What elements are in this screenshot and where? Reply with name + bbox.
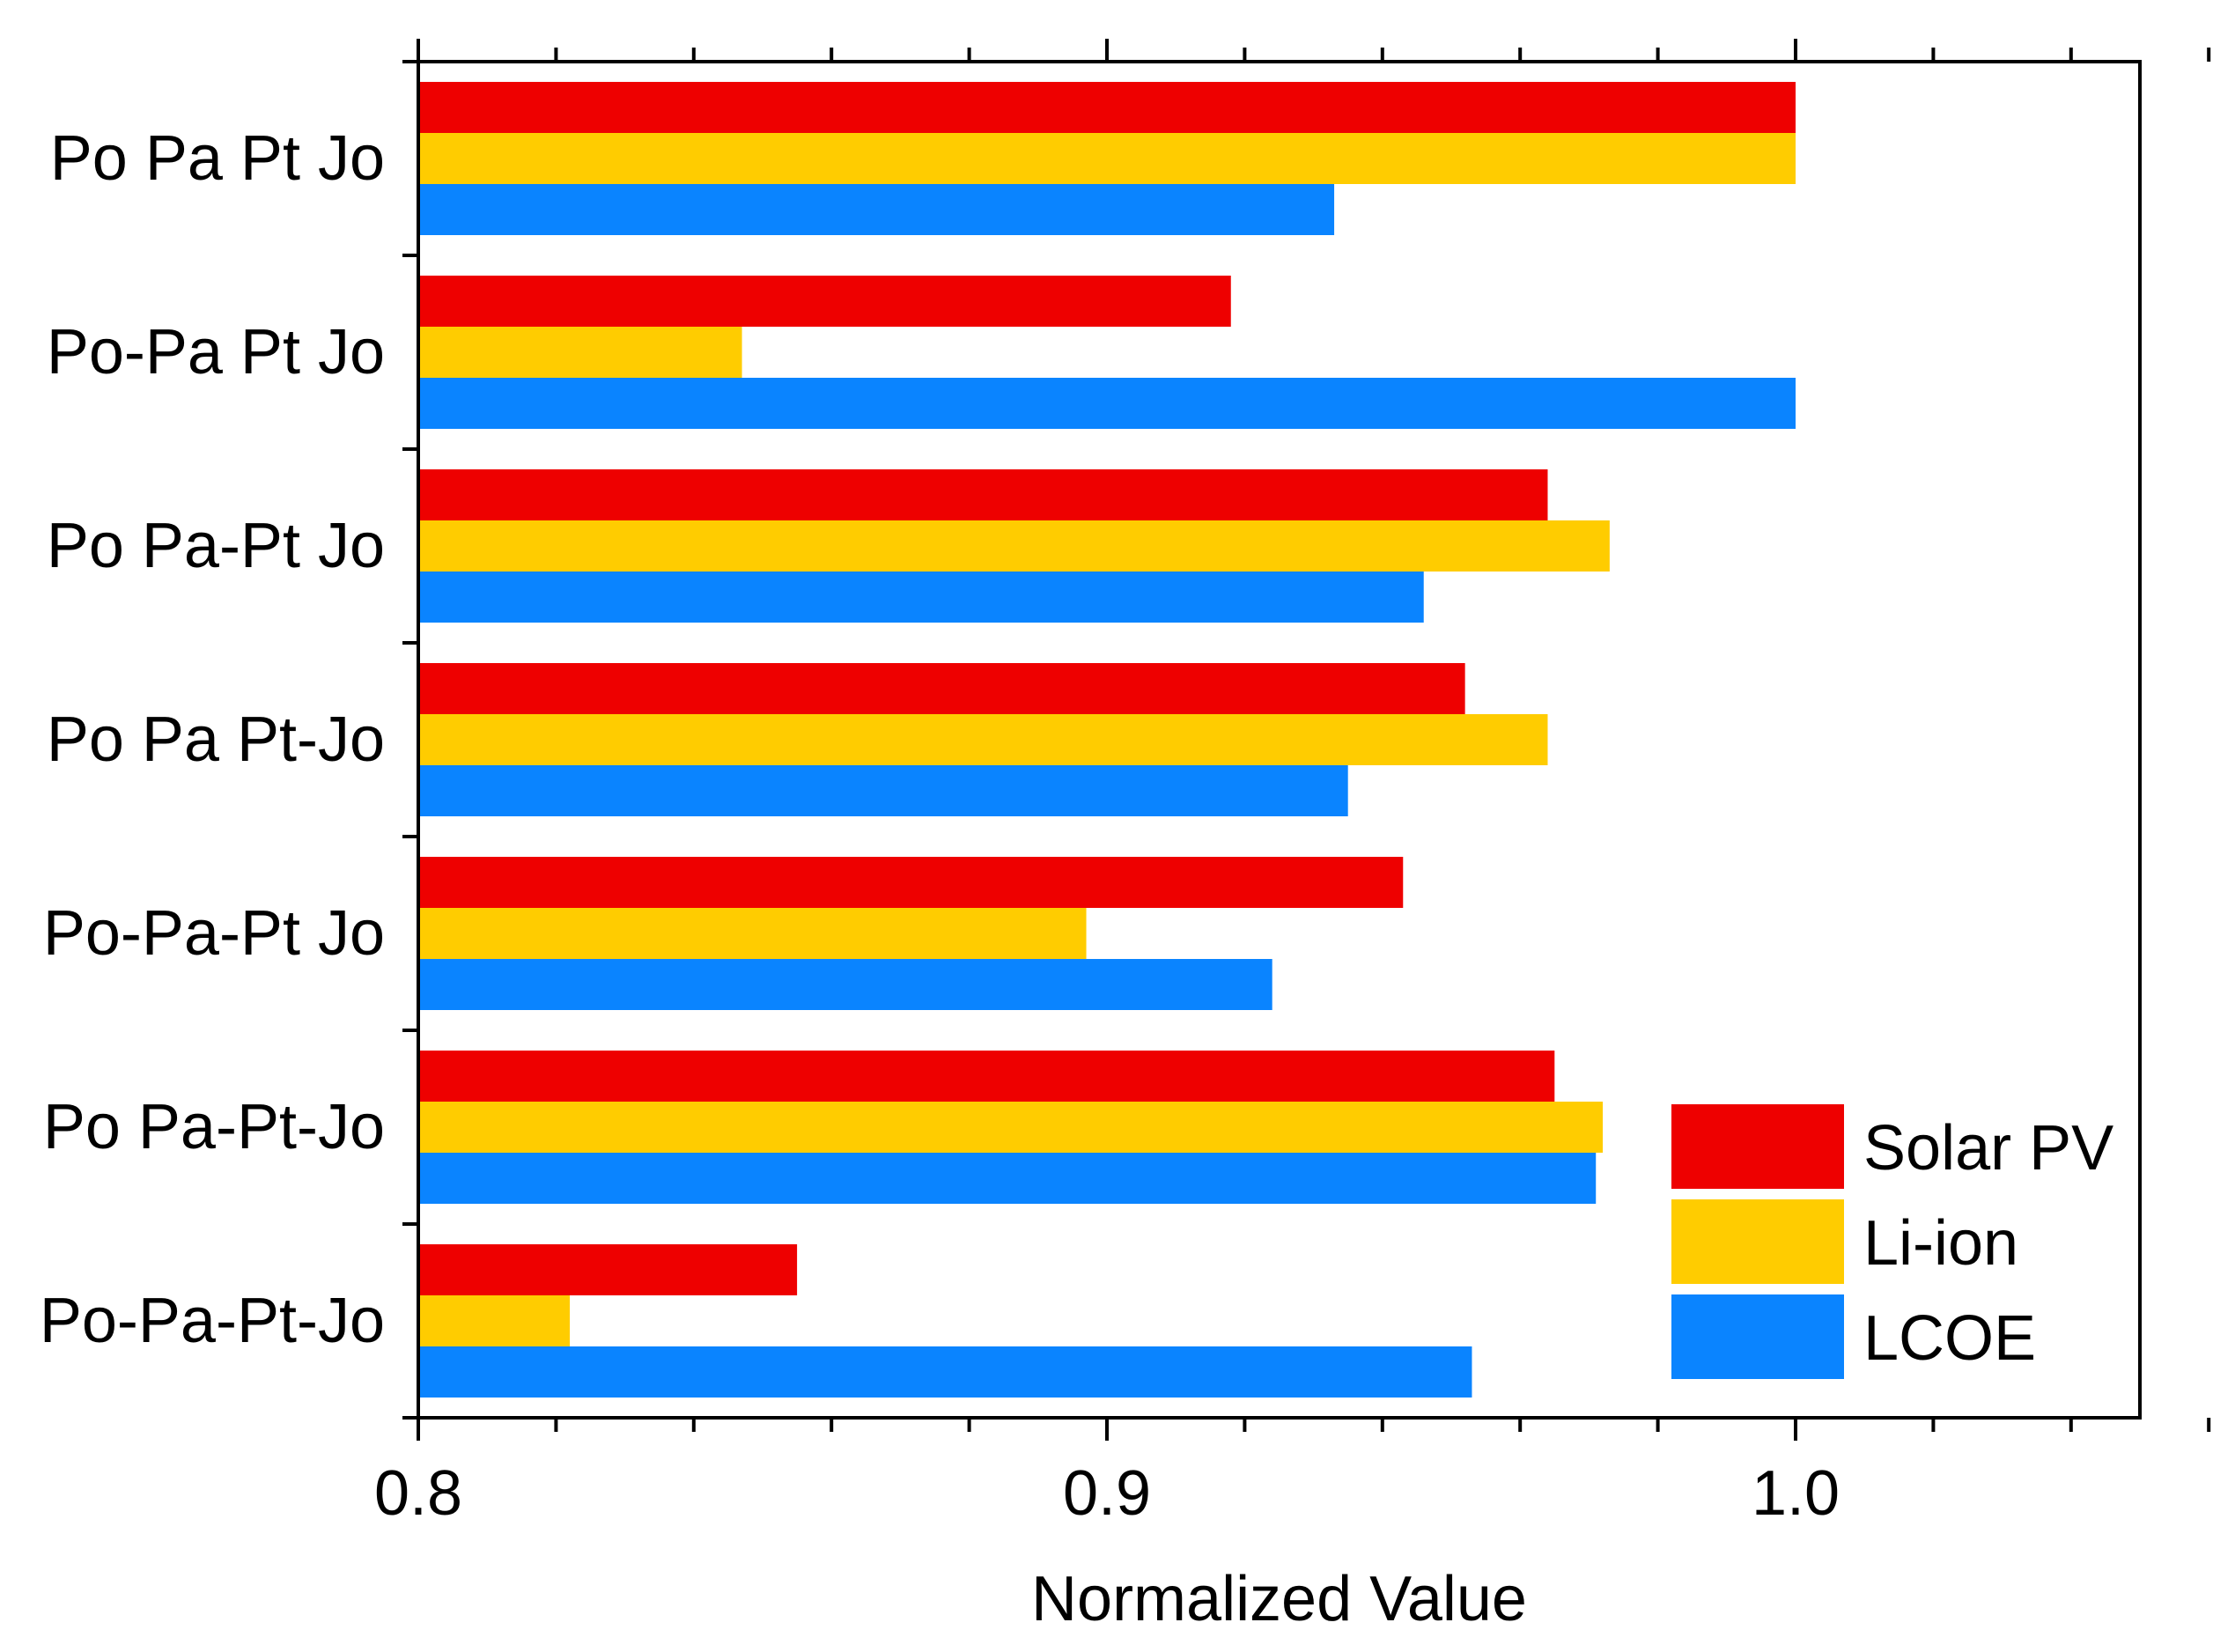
x-axis-ticks xyxy=(417,39,2211,1441)
bar-li-ion-6 xyxy=(418,1102,1604,1153)
legend-swatch xyxy=(1671,1199,1844,1284)
bars-layer xyxy=(418,82,1796,1398)
category-label: Po Pa Pt-Jo xyxy=(47,704,385,775)
bar-li-ion-7 xyxy=(418,1295,571,1346)
x-axis-tick-labels: 0.8 0.9 1.0 xyxy=(374,1458,1840,1529)
bar-li-ion-3 xyxy=(418,520,1610,572)
legend-label: Li-ion xyxy=(1863,1208,2018,1279)
bar-solar-pv-5 xyxy=(418,857,1404,908)
category-label: Po-Pa Pt Jo xyxy=(47,317,385,387)
legend: Solar PV Li-ion LCOE xyxy=(1671,1104,2113,1379)
category-label: Po-Pa-Pt-Jo xyxy=(40,1286,385,1356)
bar-li-ion-5 xyxy=(418,908,1087,959)
y-axis-category-labels: Po Pa Pt Jo Po-Pa Pt Jo Po Pa-Pt Jo Po Pa P… xyxy=(40,123,385,1356)
bar-solar-pv-3 xyxy=(418,469,1548,520)
bar-lcoe-3 xyxy=(418,572,1424,623)
bar-solar-pv-7 xyxy=(418,1244,798,1295)
bar-li-ion-2 xyxy=(418,327,742,378)
bar-solar-pv-6 xyxy=(418,1051,1555,1102)
bar-li-ion-4 xyxy=(418,714,1548,765)
bar-lcoe-1 xyxy=(418,184,1335,235)
x-tick-label: 0.9 xyxy=(1063,1458,1151,1529)
x-tick-label: 0.8 xyxy=(374,1458,462,1529)
bar-lcoe-7 xyxy=(418,1346,1472,1398)
legend-swatch xyxy=(1671,1294,1844,1379)
legend-label: Solar PV xyxy=(1863,1113,2113,1184)
category-label: Po Pa-Pt-Jo xyxy=(43,1092,385,1162)
bar-lcoe-4 xyxy=(418,765,1348,816)
category-label: Po-Pa-Pt Jo xyxy=(43,898,385,969)
bar-solar-pv-4 xyxy=(418,663,1465,714)
bar-solar-pv-2 xyxy=(418,276,1231,327)
bar-lcoe-2 xyxy=(418,378,1796,429)
legend-swatch xyxy=(1671,1104,1844,1189)
bar-li-ion-1 xyxy=(418,133,1796,184)
plot-frame xyxy=(417,60,2142,1420)
category-label: Po Pa-Pt Jo xyxy=(47,511,385,581)
category-label: Po Pa Pt Jo xyxy=(50,123,385,194)
legend-label: LCOE xyxy=(1863,1303,2036,1374)
y-axis-ticks xyxy=(402,60,418,1420)
bar-solar-pv-1 xyxy=(418,82,1796,133)
bar-lcoe-5 xyxy=(418,959,1272,1010)
x-tick-label: 1.0 xyxy=(1752,1458,1840,1529)
x-axis-title: Normalized Value xyxy=(1031,1564,1527,1634)
bar-lcoe-6 xyxy=(418,1153,1597,1204)
